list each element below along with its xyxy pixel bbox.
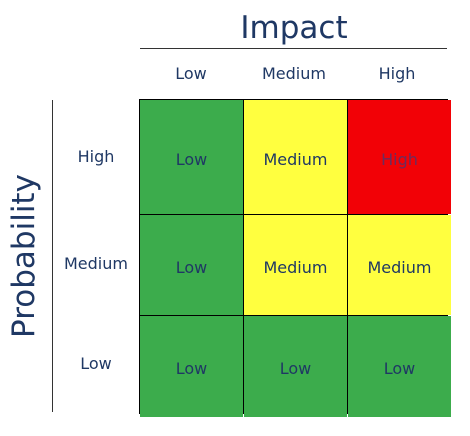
cell-label: Low	[175, 257, 208, 277]
cell-label: Low	[279, 359, 312, 378]
cell-label: Medium	[367, 257, 432, 277]
cell-label: Low	[175, 149, 208, 169]
row-header-low: Low	[80, 354, 112, 373]
cell-label: Medium	[263, 257, 328, 277]
cell-label: Low	[383, 359, 416, 378]
matrix-cell-medium-low: Low	[140, 215, 243, 315]
matrix-cell-high-high: High	[348, 100, 451, 214]
impact-axis-title: Impact	[240, 10, 348, 46]
impact-divider	[140, 48, 447, 49]
probability-axis-title: Probability	[6, 174, 42, 338]
column-header-low: Low	[175, 64, 207, 83]
matrix-cell-medium-medium: Medium	[244, 215, 347, 315]
matrix-cell-low-low: Low	[140, 316, 243, 417]
matrix-cell-medium-high: Medium	[348, 215, 451, 315]
matrix-cell-low-medium: Low	[244, 316, 347, 417]
matrix-cell-low-high: Low	[348, 316, 451, 417]
matrix-cell-high-low: Low	[140, 100, 243, 214]
column-header-medium: Medium	[262, 64, 326, 83]
cell-label: Low	[175, 359, 208, 378]
row-header-high: High	[77, 147, 115, 166]
risk-matrix: Low Medium High Low Medium Medium Low Lo…	[139, 99, 451, 417]
matrix-cell-high-medium: Medium	[244, 100, 347, 214]
column-header-high: High	[378, 64, 416, 83]
cell-label: High	[381, 149, 418, 169]
probability-divider	[52, 100, 53, 412]
row-header-medium: Medium	[64, 254, 128, 273]
cell-label: Medium	[263, 149, 328, 169]
